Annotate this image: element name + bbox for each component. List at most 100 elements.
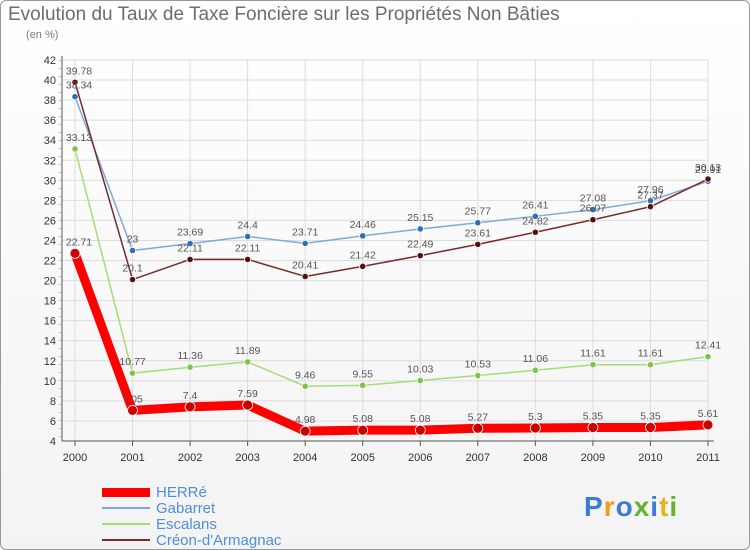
data-point <box>414 424 426 436</box>
data-label: 33.13 <box>66 132 92 144</box>
data-label: 4.98 <box>295 414 316 426</box>
data-label: 11.61 <box>580 348 606 360</box>
data-label: 20.41 <box>292 259 318 271</box>
data-point <box>127 405 138 416</box>
unit-label: (en %) <box>26 29 59 41</box>
data-label: 25.15 <box>407 212 433 224</box>
data-point <box>474 371 482 380</box>
legend-item: Créon-d'Armagnac <box>102 531 282 549</box>
legend-swatch <box>102 487 150 497</box>
x-tick-label: 2009 <box>581 452 605 464</box>
data-label: 5.3 <box>528 411 543 423</box>
data-point <box>301 272 309 281</box>
data-point <box>186 255 194 264</box>
y-tick-label: 18 <box>44 296 56 308</box>
x-tick-label: 2011 <box>696 452 720 464</box>
data-point <box>474 240 482 248</box>
data-point <box>301 382 309 390</box>
series-line-2 <box>74 148 709 388</box>
data-label: 23.61 <box>465 227 491 239</box>
grid <box>62 59 709 442</box>
data-label: 29.91 <box>695 164 721 176</box>
legend-swatch <box>102 523 150 525</box>
data-label: 11.06 <box>523 353 549 365</box>
data-label: 21.42 <box>350 249 376 261</box>
data-label: 23.69 <box>177 227 203 239</box>
x-tick-label: 2010 <box>638 452 662 464</box>
data-label: 5.27 <box>468 411 489 423</box>
data-labels: 22.71 7.05 7.4 7.59 4.98 5.08 5.08 5.27 5.3 5.35 5… <box>66 65 721 426</box>
legend-label: Créon-d'Armagnac <box>156 531 282 549</box>
data-point <box>531 366 539 374</box>
data-label: 20.1 <box>122 263 143 275</box>
y-tick-label: 10 <box>44 376 56 388</box>
data-point <box>359 381 367 389</box>
x-tick-label: 2003 <box>235 452 259 464</box>
y-tick-label: 6 <box>50 416 56 428</box>
data-label: 9.46 <box>295 369 316 381</box>
data-point <box>529 422 541 434</box>
data-point <box>128 246 137 255</box>
data-label: 11.36 <box>177 350 203 362</box>
data-label: 24.82 <box>522 215 548 227</box>
data-point <box>186 363 194 371</box>
data-label: 39.78 <box>66 65 92 77</box>
data-label: 9.55 <box>353 368 374 380</box>
y-tick-label: 38 <box>44 95 56 107</box>
x-tick-label: 2006 <box>408 452 432 464</box>
data-point <box>646 203 655 211</box>
data-point <box>704 353 712 361</box>
y-tick-label: 32 <box>44 155 56 167</box>
y-tick-label: 16 <box>44 316 56 328</box>
legend-item: Gabarret <box>102 500 281 517</box>
y-tick-label: 34 <box>44 135 56 147</box>
series-layer <box>69 78 714 437</box>
data-label: 24.46 <box>350 219 376 231</box>
data-label: 10.77 <box>119 356 145 368</box>
data-label: 22.11 <box>235 242 261 254</box>
y-tick-label: 24 <box>44 235 56 247</box>
data-point <box>359 262 367 270</box>
data-label: 11.61 <box>638 348 664 360</box>
x-tick-label: 2002 <box>178 452 202 464</box>
data-point <box>416 225 424 233</box>
data-point <box>244 232 252 241</box>
data-point <box>704 175 712 183</box>
data-point <box>299 425 311 437</box>
y-tick-label: 28 <box>44 195 56 207</box>
data-point <box>589 361 597 369</box>
data-label: 7.05 <box>122 393 143 405</box>
data-point <box>184 401 196 413</box>
data-point <box>69 248 81 259</box>
data-point <box>244 358 252 366</box>
data-label: 38.34 <box>66 80 92 92</box>
data-point <box>128 275 137 284</box>
data-label: 26.07 <box>580 203 606 215</box>
data-point <box>359 232 367 240</box>
data-label: 23 <box>127 234 139 246</box>
data-label: 5.35 <box>640 410 661 422</box>
y-tick-label: 4 <box>50 436 56 448</box>
data-point <box>646 361 655 369</box>
data-label: 5.61 <box>698 408 719 420</box>
data-point <box>472 422 484 434</box>
data-point <box>645 422 656 433</box>
legend: HERRé Gabarret Escalans Créon-d'Armagnac <box>102 484 282 549</box>
data-label: 27.96 <box>637 184 663 196</box>
data-label: 7.59 <box>237 388 258 400</box>
data-label: 26.41 <box>522 199 548 211</box>
data-label: 22.49 <box>407 239 433 251</box>
legend-label: Escalans <box>156 515 217 533</box>
data-point <box>702 419 714 431</box>
data-label: 25.77 <box>465 206 491 218</box>
legend-swatch <box>102 539 150 541</box>
x-tick-label: 2007 <box>466 452 490 464</box>
x-tick-label: 2000 <box>63 452 87 464</box>
series-line-0 <box>70 248 713 436</box>
data-label: 30.13 <box>695 162 721 174</box>
data-point <box>301 239 309 247</box>
data-label: 10.53 <box>465 359 491 371</box>
data-label: 22.71 <box>66 236 92 248</box>
data-point <box>71 93 79 101</box>
